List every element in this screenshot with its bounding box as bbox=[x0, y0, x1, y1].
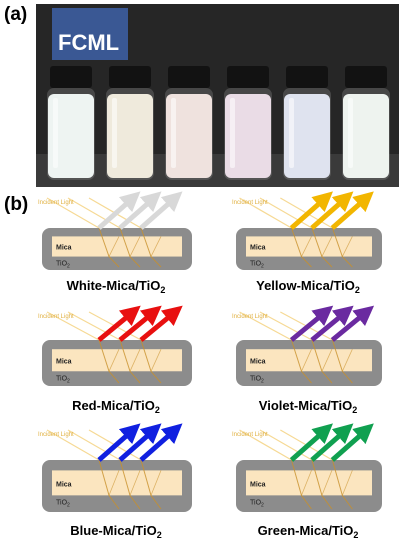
tio2-label: TiO2 bbox=[56, 499, 70, 508]
mica-label: Mica bbox=[250, 482, 266, 489]
incident-light-label: Incident Light bbox=[38, 314, 74, 320]
tio2-label: TiO2 bbox=[250, 499, 264, 508]
tio2-label: TiO2 bbox=[250, 261, 264, 270]
reflected-light-arrow bbox=[118, 191, 162, 230]
vial bbox=[342, 66, 390, 180]
vial bbox=[283, 66, 331, 180]
diagram-2: Incident Light Mica TiO2 Red-Mica/TiO2 bbox=[38, 305, 192, 415]
reflected-light-arrow bbox=[289, 423, 333, 462]
mica-label: Mica bbox=[250, 359, 266, 366]
reflected-light-arrow bbox=[97, 305, 141, 342]
incident-light-label: Incident Light bbox=[38, 432, 74, 438]
reflected-light-arrow bbox=[139, 423, 183, 462]
reflected-light-arrow bbox=[118, 305, 162, 342]
tio2-label: TiO2 bbox=[56, 261, 70, 270]
incident-light-label: Incident Light bbox=[38, 200, 74, 206]
reflected-light-arrow bbox=[310, 423, 354, 462]
reflected-light-arrow bbox=[97, 191, 141, 230]
vial bbox=[106, 66, 154, 180]
panel-a-label: (a) bbox=[4, 4, 28, 25]
diagram-3: Incident Light Mica TiO2 Violet-Mica/TiO2 bbox=[232, 305, 382, 415]
reflected-light-arrow bbox=[330, 305, 375, 342]
reflected-light-arrow bbox=[310, 191, 354, 230]
diagram-caption: Violet-Mica/TiO2 bbox=[259, 398, 357, 415]
diagram-caption: Red-Mica/TiO2 bbox=[72, 398, 160, 415]
reflected-light-arrow bbox=[330, 423, 374, 462]
diagram-caption: White-Mica/TiO2 bbox=[67, 278, 166, 295]
diagram-caption: Blue-Mica/TiO2 bbox=[70, 523, 161, 540]
reflected-light-arrow bbox=[330, 191, 374, 230]
incident-light-label: Incident Light bbox=[232, 200, 268, 206]
logo-text: FCML bbox=[58, 30, 119, 55]
diagram-1: Incident Light Mica TiO2 Yellow-Mica/TiO2 bbox=[232, 191, 382, 295]
vials-photo: FCML bbox=[36, 4, 399, 187]
incident-light-label: Incident Light bbox=[232, 432, 268, 438]
logo-box bbox=[52, 8, 128, 60]
mica-label: Mica bbox=[56, 359, 72, 366]
reflected-light-arrow bbox=[289, 305, 334, 342]
panel-b-label: (b) bbox=[4, 194, 29, 215]
diagram-0: Incident Light Mica TiO2 White-Mica/TiO2 bbox=[38, 191, 192, 295]
diagram-caption: Yellow-Mica/TiO2 bbox=[256, 278, 360, 295]
vials bbox=[47, 66, 390, 180]
diagram-caption: Green-Mica/TiO2 bbox=[258, 523, 359, 540]
reflected-light-arrow bbox=[139, 191, 183, 230]
vial bbox=[165, 66, 213, 180]
reflected-light-arrow bbox=[139, 305, 183, 342]
vial bbox=[224, 66, 272, 180]
diagram-5: Incident Light Mica TiO2 Green-Mica/TiO2 bbox=[232, 423, 382, 540]
reflected-light-arrow bbox=[289, 191, 333, 230]
mica-label: Mica bbox=[250, 245, 266, 252]
reflection-diagrams: Incident LightMicaTiO2White-Mica/TiO2Inc… bbox=[38, 191, 382, 540]
diagram-4: Incident Light Mica TiO2 Blue-Mica/TiO2 bbox=[38, 423, 192, 540]
mica-label: Mica bbox=[56, 482, 72, 489]
reflected-light-arrow bbox=[310, 305, 354, 342]
tio2-label: TiO2 bbox=[56, 375, 70, 384]
incident-light-label: Incident Light bbox=[232, 314, 268, 320]
mica-label: Mica bbox=[56, 245, 72, 252]
vial bbox=[47, 66, 95, 180]
reflected-light-arrow bbox=[97, 423, 141, 462]
reflected-light-arrow bbox=[118, 423, 162, 462]
tio2-label: TiO2 bbox=[250, 375, 264, 384]
